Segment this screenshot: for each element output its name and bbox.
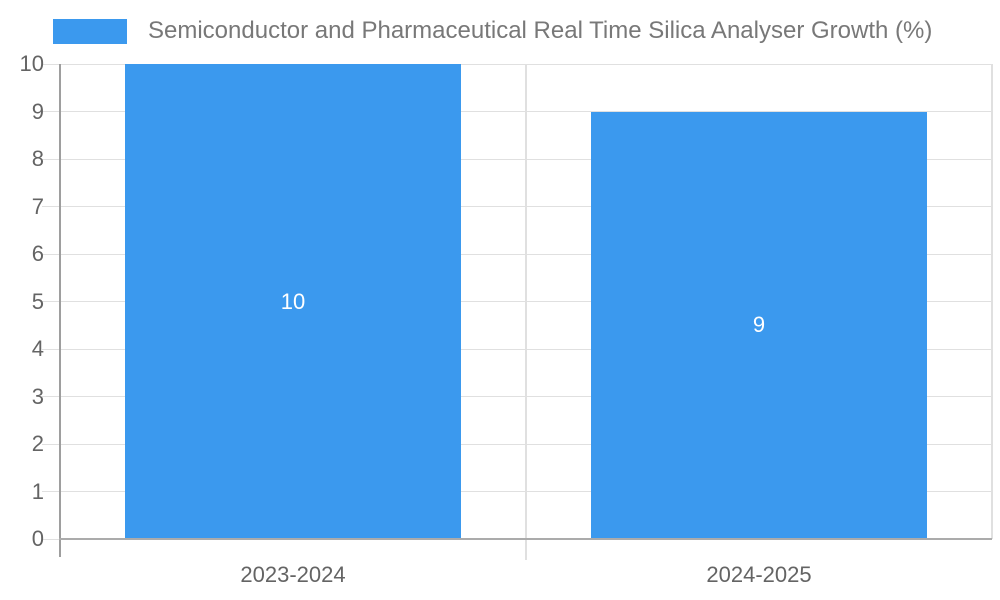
plot-right-edge-gridline [991,64,993,539]
gridline [42,301,992,302]
gridline [42,111,992,112]
y-tick-label: 3 [31,383,44,409]
y-tick-label: 5 [31,288,44,314]
y-tick-label: 1 [31,478,44,504]
gridline [42,206,992,207]
legend-swatch [53,19,127,44]
bar-value-label: 9 [752,312,766,338]
gridline [42,63,992,65]
y-tick-label: 6 [31,241,44,266]
gridline [42,158,992,160]
y-tick-label: 10 [19,51,44,76]
x-axis-baseline [59,538,992,540]
gridline [42,443,992,445]
bar-value-label: 10 [280,288,306,314]
x-axis-label: 2024-2025 [706,562,812,587]
y-tick-label: 4 [31,336,44,361]
y-tick-label: 8 [31,146,44,171]
x-axis-label: 2023-2024 [240,562,346,587]
legend-label: Semiconductor and Pharmaceutical Real Ti… [148,17,933,44]
gridline [42,348,992,350]
y-tick-label: 0 [31,526,44,551]
gridline [42,491,992,492]
y-axis-line [59,64,61,557]
bar[interactable] [591,111,927,539]
y-tick-label: 9 [31,98,44,124]
y-tick-label: 2 [31,431,44,456]
gridline [42,396,992,397]
category-divider-gridline [525,64,527,560]
gridline [42,253,992,255]
y-tick-label: 7 [31,193,44,219]
bar[interactable] [125,64,461,539]
